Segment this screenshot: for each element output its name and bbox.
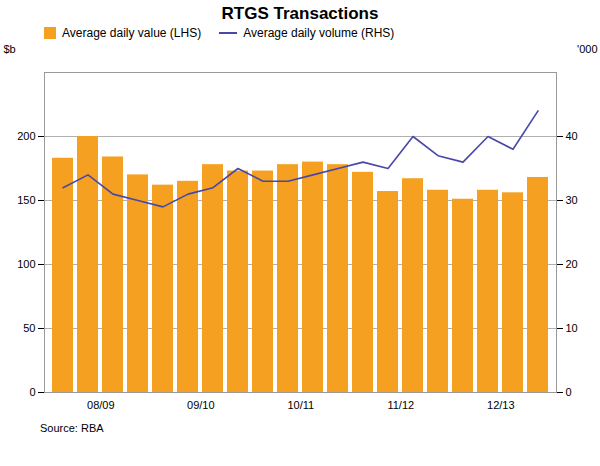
svg-text:11/12: 11/12 [387, 399, 414, 411]
html-text:Average daily volume (RHS): Average daily volume (RHS) [243, 26, 395, 40]
svg-text:200: 200 [17, 130, 35, 142]
svg-text:100: 100 [17, 258, 35, 270]
html-text:RTGS Transactions: RTGS Transactions [221, 4, 379, 23]
svg-text:0: 0 [29, 386, 35, 398]
svg-text:150: 150 [17, 194, 35, 206]
svg-text:$b: $b [4, 43, 16, 55]
svg-text:0: 0 [566, 386, 572, 398]
svg-text:08/09: 08/09 [87, 399, 115, 411]
svg-text:50: 50 [23, 322, 35, 334]
svg-text:'000: '000 [577, 43, 597, 55]
svg-text:30: 30 [566, 194, 578, 206]
svg-text:09/10: 09/10 [187, 399, 215, 411]
svg-text:10: 10 [566, 322, 578, 334]
html-text:Source: RBA: Source: RBA [40, 422, 104, 434]
svg-text:12/13: 12/13 [487, 399, 515, 411]
svg-text:10/11: 10/11 [287, 399, 314, 411]
svg-text:20: 20 [566, 258, 578, 270]
html-text:Average daily value (LHS): Average daily value (LHS) [62, 26, 202, 40]
svg-text:40: 40 [566, 130, 578, 142]
